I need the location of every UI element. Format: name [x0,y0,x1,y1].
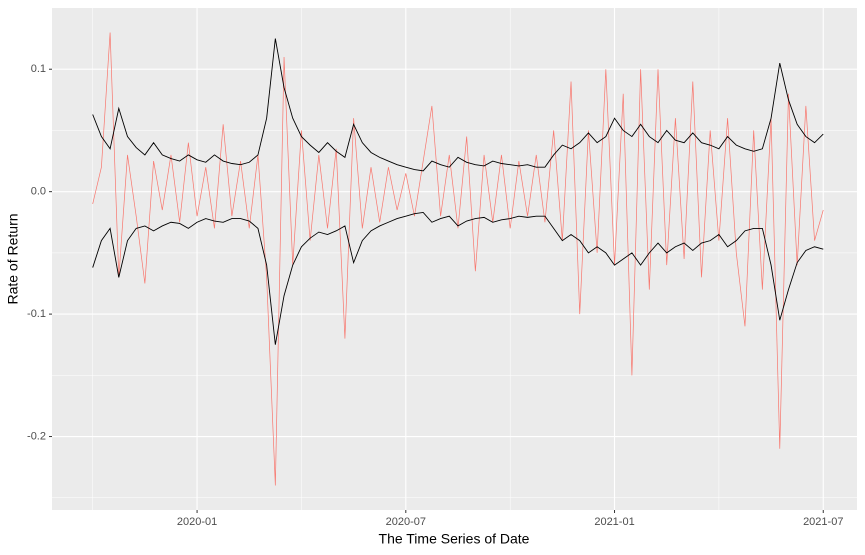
y-tick-label: 0.1 [31,63,46,75]
x-tick-label: 2020-01 [177,516,217,528]
x-tick-label: 2020-07 [386,516,426,528]
y-tick-label: 0.0 [31,186,46,198]
x-axis-title: The Time Series of Date [379,531,530,547]
y-axis-title: Rate of Return [5,213,21,304]
series-line [92,211,824,345]
series-line [92,32,824,486]
y-tick-label: -0.1 [27,308,46,320]
plot-background [52,8,857,510]
x-tick-label: 2021-01 [594,516,634,528]
y-tick-label: -0.2 [27,430,46,442]
series-line [92,38,824,172]
x-tick-label: 2021-07 [803,516,843,528]
